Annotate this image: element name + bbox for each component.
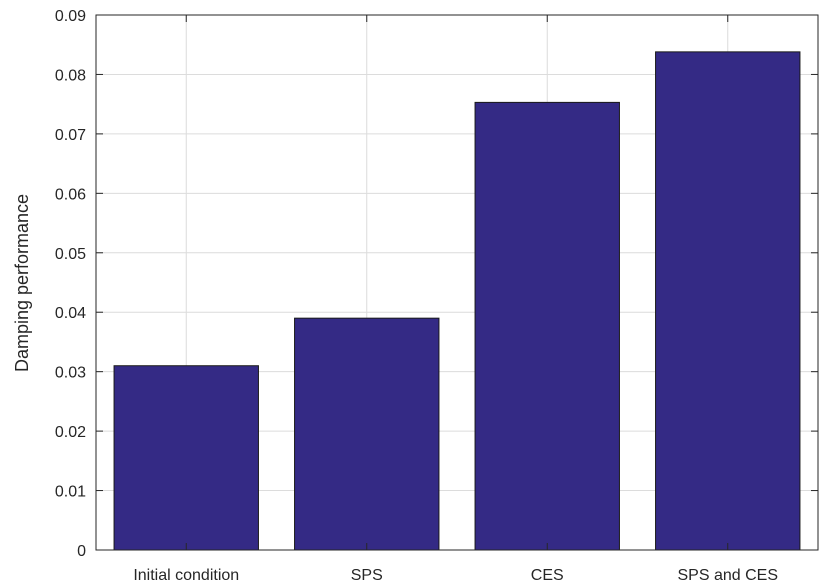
plot-frame	[95, 14, 819, 551]
bar-ces	[474, 101, 620, 551]
bar-sps-and-ces	[655, 51, 801, 551]
axes	[95, 14, 819, 551]
y-tick-label: 0.09	[55, 8, 86, 25]
y-tick-label: 0.03	[55, 365, 86, 382]
x-tick-label: SPS and CES	[678, 567, 779, 584]
y-tick-label: 0.07	[55, 127, 86, 144]
bar-initial-condition	[113, 365, 259, 551]
y-tick-label: 0.01	[55, 484, 86, 501]
bar-sps	[294, 317, 440, 551]
y-tick-label: 0.06	[55, 186, 86, 203]
y-tick-label: 0.04	[55, 305, 86, 322]
x-tick-label: Initial condition	[133, 567, 239, 584]
x-tick-label: SPS	[351, 567, 383, 584]
y-axis-label: Damping performance	[12, 194, 32, 372]
y-tick-label: 0.02	[55, 424, 86, 441]
y-tick-label: 0.08	[55, 67, 86, 84]
x-tick-label: CES	[531, 567, 564, 584]
bars	[113, 51, 801, 551]
y-tick-label: 0	[77, 543, 86, 560]
tick-labels: 0 0.01 0.02 0.03 0.04 0.05 0.06 0.07 0.08 0.09 Ini…	[55, 8, 778, 584]
y-tick-label: 0.05	[55, 246, 86, 263]
